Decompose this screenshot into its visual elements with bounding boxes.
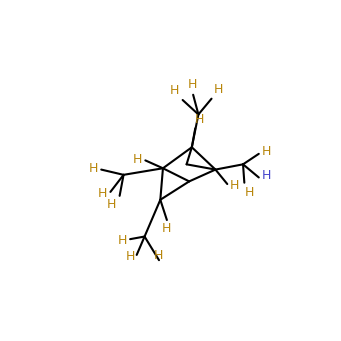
Text: H: H [125, 250, 135, 263]
Text: H: H [230, 179, 239, 192]
Text: H: H [162, 222, 171, 235]
Text: H: H [118, 234, 127, 247]
Text: H: H [245, 186, 254, 199]
Text: H: H [154, 249, 163, 262]
Text: H: H [194, 113, 204, 126]
Text: H: H [188, 78, 197, 91]
Text: H: H [213, 83, 223, 96]
Text: H: H [98, 187, 107, 200]
Text: H: H [262, 169, 271, 182]
Text: H: H [170, 84, 179, 98]
Text: H: H [89, 162, 98, 175]
Text: H: H [133, 152, 142, 166]
Text: H: H [262, 145, 271, 158]
Text: H: H [107, 198, 117, 211]
